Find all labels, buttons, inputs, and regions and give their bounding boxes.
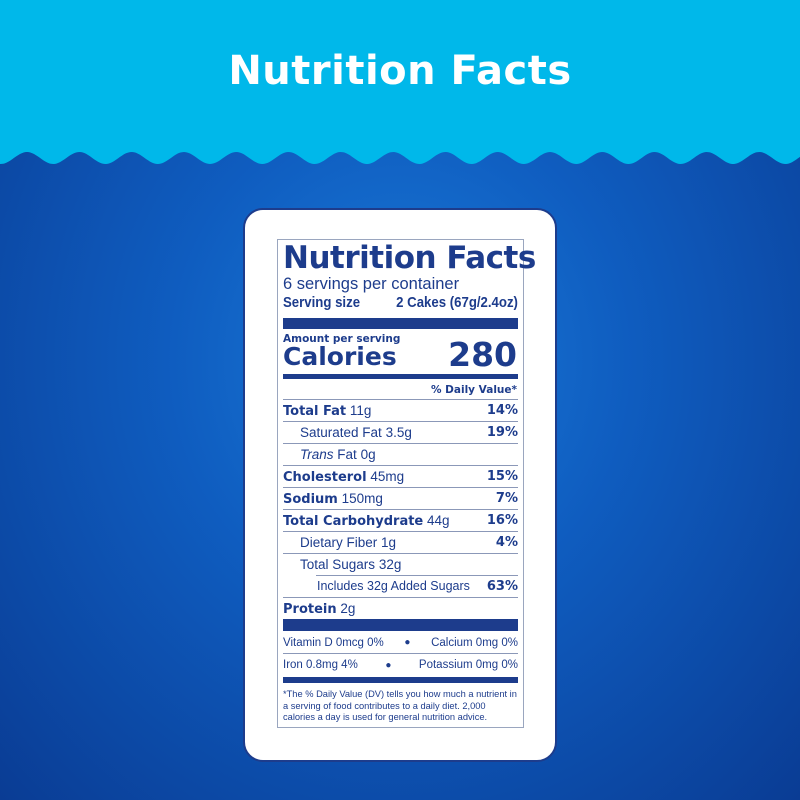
nutrient-row: Trans Fat 0g <box>283 443 518 465</box>
footnote: *The % Daily Value (DV) tells you how mu… <box>283 689 517 722</box>
nutrient-row: Total Sugars 32g <box>283 553 518 575</box>
nutrient-list: Total Fat 11g 14% Saturated Fat 3.5g 19% T… <box>283 399 518 619</box>
banner-title: Nutrition Facts <box>228 48 572 94</box>
nutrient-row: Saturated Fat 3.5g 19% <box>283 421 518 443</box>
nutrient-row: Dietary Fiber 1g 4% <box>283 531 518 553</box>
serving-size-label: Serving size <box>283 294 361 311</box>
bullet-icon: ● <box>404 637 411 648</box>
medium-divider <box>283 374 518 379</box>
nutrient-row: Sodium 150mg 7% <box>283 487 518 509</box>
serving-size-value: 2 Cakes (67g/2.4oz) <box>396 294 518 311</box>
nutrient-row: Total Fat 11g 14% <box>283 399 518 421</box>
nutrient-row: Total Carbohydrate 44g 16% <box>283 509 518 531</box>
serving-size: Serving size 2 Cakes (67g/2.4oz) <box>283 294 518 311</box>
thick-divider <box>283 619 518 631</box>
daily-value-header: % Daily Value* <box>431 384 517 396</box>
nutrition-label: Nutrition Facts 6 servings per container… <box>277 239 536 728</box>
calories-label: Calories <box>283 342 397 371</box>
servings-per-container: 6 servings per container <box>283 275 460 293</box>
vitamin-row: Iron 0.8mg 4% ● Potassium 0mg 0% <box>283 659 518 671</box>
bullet-icon: ● <box>385 659 392 671</box>
nutrient-row: Cholesterol 45mg 15% <box>283 465 518 487</box>
vitamin-row: Vitamin D 0mcg 0% ● Calcium 0mg 0% <box>283 632 518 654</box>
amount-per-serving: Amount per serving <box>283 333 401 345</box>
label-title: Nutrition Facts <box>283 240 536 276</box>
thick-divider <box>283 318 518 329</box>
label-card <box>243 208 557 762</box>
calories-value: 280 <box>448 335 517 374</box>
nutrient-row: Includes 32g Added Sugars 63% <box>283 575 518 597</box>
nutrient-row: Protein 2g <box>283 597 518 619</box>
medium-divider <box>283 677 518 683</box>
wave-banner <box>0 0 800 164</box>
